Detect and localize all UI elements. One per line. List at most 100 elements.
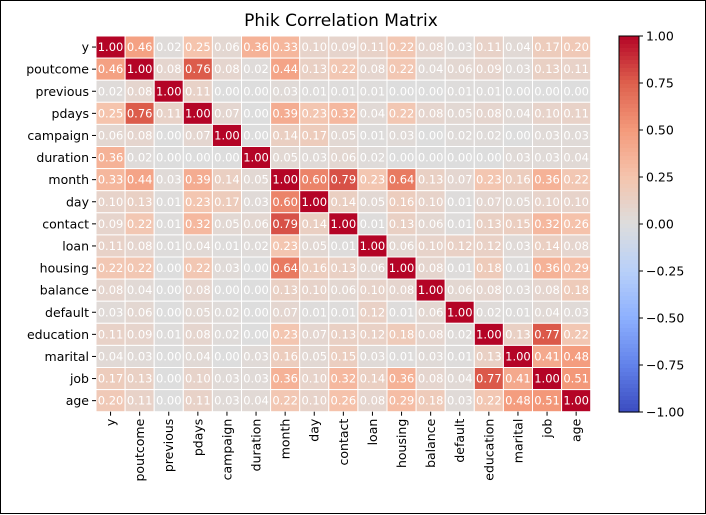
cell-value-label: 0.08 bbox=[389, 283, 415, 297]
cell-value-label: 0.03 bbox=[156, 173, 182, 187]
colorbar-segment bbox=[619, 228, 639, 233]
cell-value-label: 0.02 bbox=[447, 327, 473, 341]
cell-value-label: 0.03 bbox=[127, 349, 153, 363]
cell-value-label: 0.03 bbox=[505, 239, 531, 253]
row-tick-label: default bbox=[45, 305, 89, 320]
colorbar-segment bbox=[619, 328, 639, 333]
cell-value-label: 0.22 bbox=[563, 173, 589, 187]
cell-value-label: 1.00 bbox=[505, 349, 531, 363]
cell-value-label: 0.22 bbox=[476, 394, 502, 408]
cell-value-label: 0.60 bbox=[301, 173, 327, 187]
cell-value-label: 0.13 bbox=[272, 283, 298, 297]
column-tick-label: campaign bbox=[219, 419, 234, 481]
cell-value-label: 0.39 bbox=[185, 173, 211, 187]
cell-value-label: 0.00 bbox=[156, 349, 182, 363]
cell-value-label: 0.29 bbox=[563, 261, 589, 275]
cell-value-label: 0.05 bbox=[185, 305, 211, 319]
colorbar-segment bbox=[619, 344, 639, 349]
cell-value-label: 0.05 bbox=[272, 151, 298, 165]
cell-value-label: 0.02 bbox=[127, 151, 153, 165]
colorbar-segment bbox=[619, 408, 639, 413]
column-tick-label: y bbox=[103, 418, 118, 426]
colorbar-segment bbox=[619, 232, 639, 237]
colorbar-segment bbox=[619, 268, 639, 273]
cell-value-label: 0.08 bbox=[476, 283, 502, 297]
colorbar-segment bbox=[619, 384, 639, 389]
cell-value-label: 0.08 bbox=[418, 372, 444, 386]
cell-value-label: 0.02 bbox=[156, 40, 182, 54]
cell-value-label: 0.60 bbox=[272, 195, 298, 209]
column-tick-label: marital bbox=[510, 419, 525, 463]
colorbar-segment bbox=[619, 376, 639, 381]
colorbar-segment bbox=[619, 192, 639, 197]
cell-value-label: 0.25 bbox=[98, 106, 124, 120]
colorbar-segment bbox=[619, 352, 639, 357]
cell-value-label: 0.14 bbox=[360, 372, 386, 386]
cell-value-label: 0.00 bbox=[389, 151, 415, 165]
cell-value-label: 0.01 bbox=[360, 217, 386, 231]
cell-value-label: 0.10 bbox=[563, 195, 589, 209]
cell-value-label: 0.51 bbox=[563, 372, 589, 386]
cell-value-label: 0.03 bbox=[505, 283, 531, 297]
cell-value-label: 0.02 bbox=[214, 305, 240, 319]
cell-value-label: 0.17 bbox=[301, 128, 327, 142]
cell-value-label: 0.00 bbox=[563, 84, 589, 98]
colorbar-segment bbox=[619, 112, 639, 117]
cell-value-label: 0.79 bbox=[331, 173, 357, 187]
colorbar-segment bbox=[619, 312, 639, 317]
colorbar-segment bbox=[619, 264, 639, 269]
colorbar-segment bbox=[619, 292, 639, 297]
colorbar-segment bbox=[619, 88, 639, 93]
cell-value-label: 0.36 bbox=[243, 40, 269, 54]
colorbar-segment bbox=[619, 380, 639, 385]
cell-value-label: 0.03 bbox=[214, 394, 240, 408]
cell-value-label: 0.03 bbox=[301, 151, 327, 165]
cell-value-label: 0.06 bbox=[447, 62, 473, 76]
cell-value-label: 0.01 bbox=[331, 305, 357, 319]
cell-value-label: 0.01 bbox=[331, 84, 357, 98]
colorbar-segment bbox=[619, 172, 639, 177]
cell-value-label: 1.00 bbox=[331, 217, 357, 231]
cell-value-label: 0.00 bbox=[243, 106, 269, 120]
colorbar-segment bbox=[619, 296, 639, 301]
colorbar-segment bbox=[619, 132, 639, 137]
cell-value-label: 0.08 bbox=[476, 106, 502, 120]
cell-value-label: 0.05 bbox=[331, 128, 357, 142]
row-tick-label: age bbox=[66, 393, 90, 408]
colorbar-segment bbox=[619, 92, 639, 97]
cell-value-label: 0.32 bbox=[185, 217, 211, 231]
cell-value-label: 0.22 bbox=[389, 62, 415, 76]
row-tick-label: y bbox=[82, 40, 90, 55]
cell-value-label: 0.04 bbox=[127, 283, 153, 297]
cell-value-label: 0.00 bbox=[214, 151, 240, 165]
colorbar-segment bbox=[619, 148, 639, 153]
cell-value-label: 0.01 bbox=[156, 239, 182, 253]
cell-value-label: 1.00 bbox=[272, 173, 298, 187]
cell-value-label: 0.13 bbox=[389, 217, 415, 231]
cell-value-label: 0.14 bbox=[301, 217, 327, 231]
colorbar-segment bbox=[619, 324, 639, 329]
cell-value-label: 0.00 bbox=[418, 128, 444, 142]
cell-value-label: 0.13 bbox=[505, 327, 531, 341]
cell-value-label: 0.00 bbox=[534, 84, 560, 98]
cell-value-label: 0.00 bbox=[243, 261, 269, 275]
cell-value-label: 0.03 bbox=[563, 305, 589, 319]
cell-value-label: 0.00 bbox=[156, 283, 182, 297]
colorbar-segment bbox=[619, 396, 639, 401]
column-tick-label: education bbox=[481, 419, 496, 481]
cell-value-label: 0.01 bbox=[447, 349, 473, 363]
cell-value-label: 1.00 bbox=[214, 128, 240, 142]
cell-value-label: 0.04 bbox=[505, 106, 531, 120]
cell-value-label: 0.04 bbox=[505, 40, 531, 54]
colorbar-segment bbox=[619, 340, 639, 345]
cell-value-label: 0.03 bbox=[389, 128, 415, 142]
cell-value-label: 0.01 bbox=[360, 84, 386, 98]
row-tick-label: education bbox=[27, 327, 89, 342]
colorbar-segment bbox=[619, 212, 639, 217]
cell-value-label: 1.00 bbox=[563, 394, 589, 408]
cell-value-label: 0.13 bbox=[534, 62, 560, 76]
cell-value-label: 0.10 bbox=[301, 283, 327, 297]
heatmap-cells: 1.00 0.46 0.02 0.25 0.06 0.36 0.33 0.10 0.09 0.11… bbox=[95, 35, 592, 413]
cell-value-label: 0.00 bbox=[505, 128, 531, 142]
